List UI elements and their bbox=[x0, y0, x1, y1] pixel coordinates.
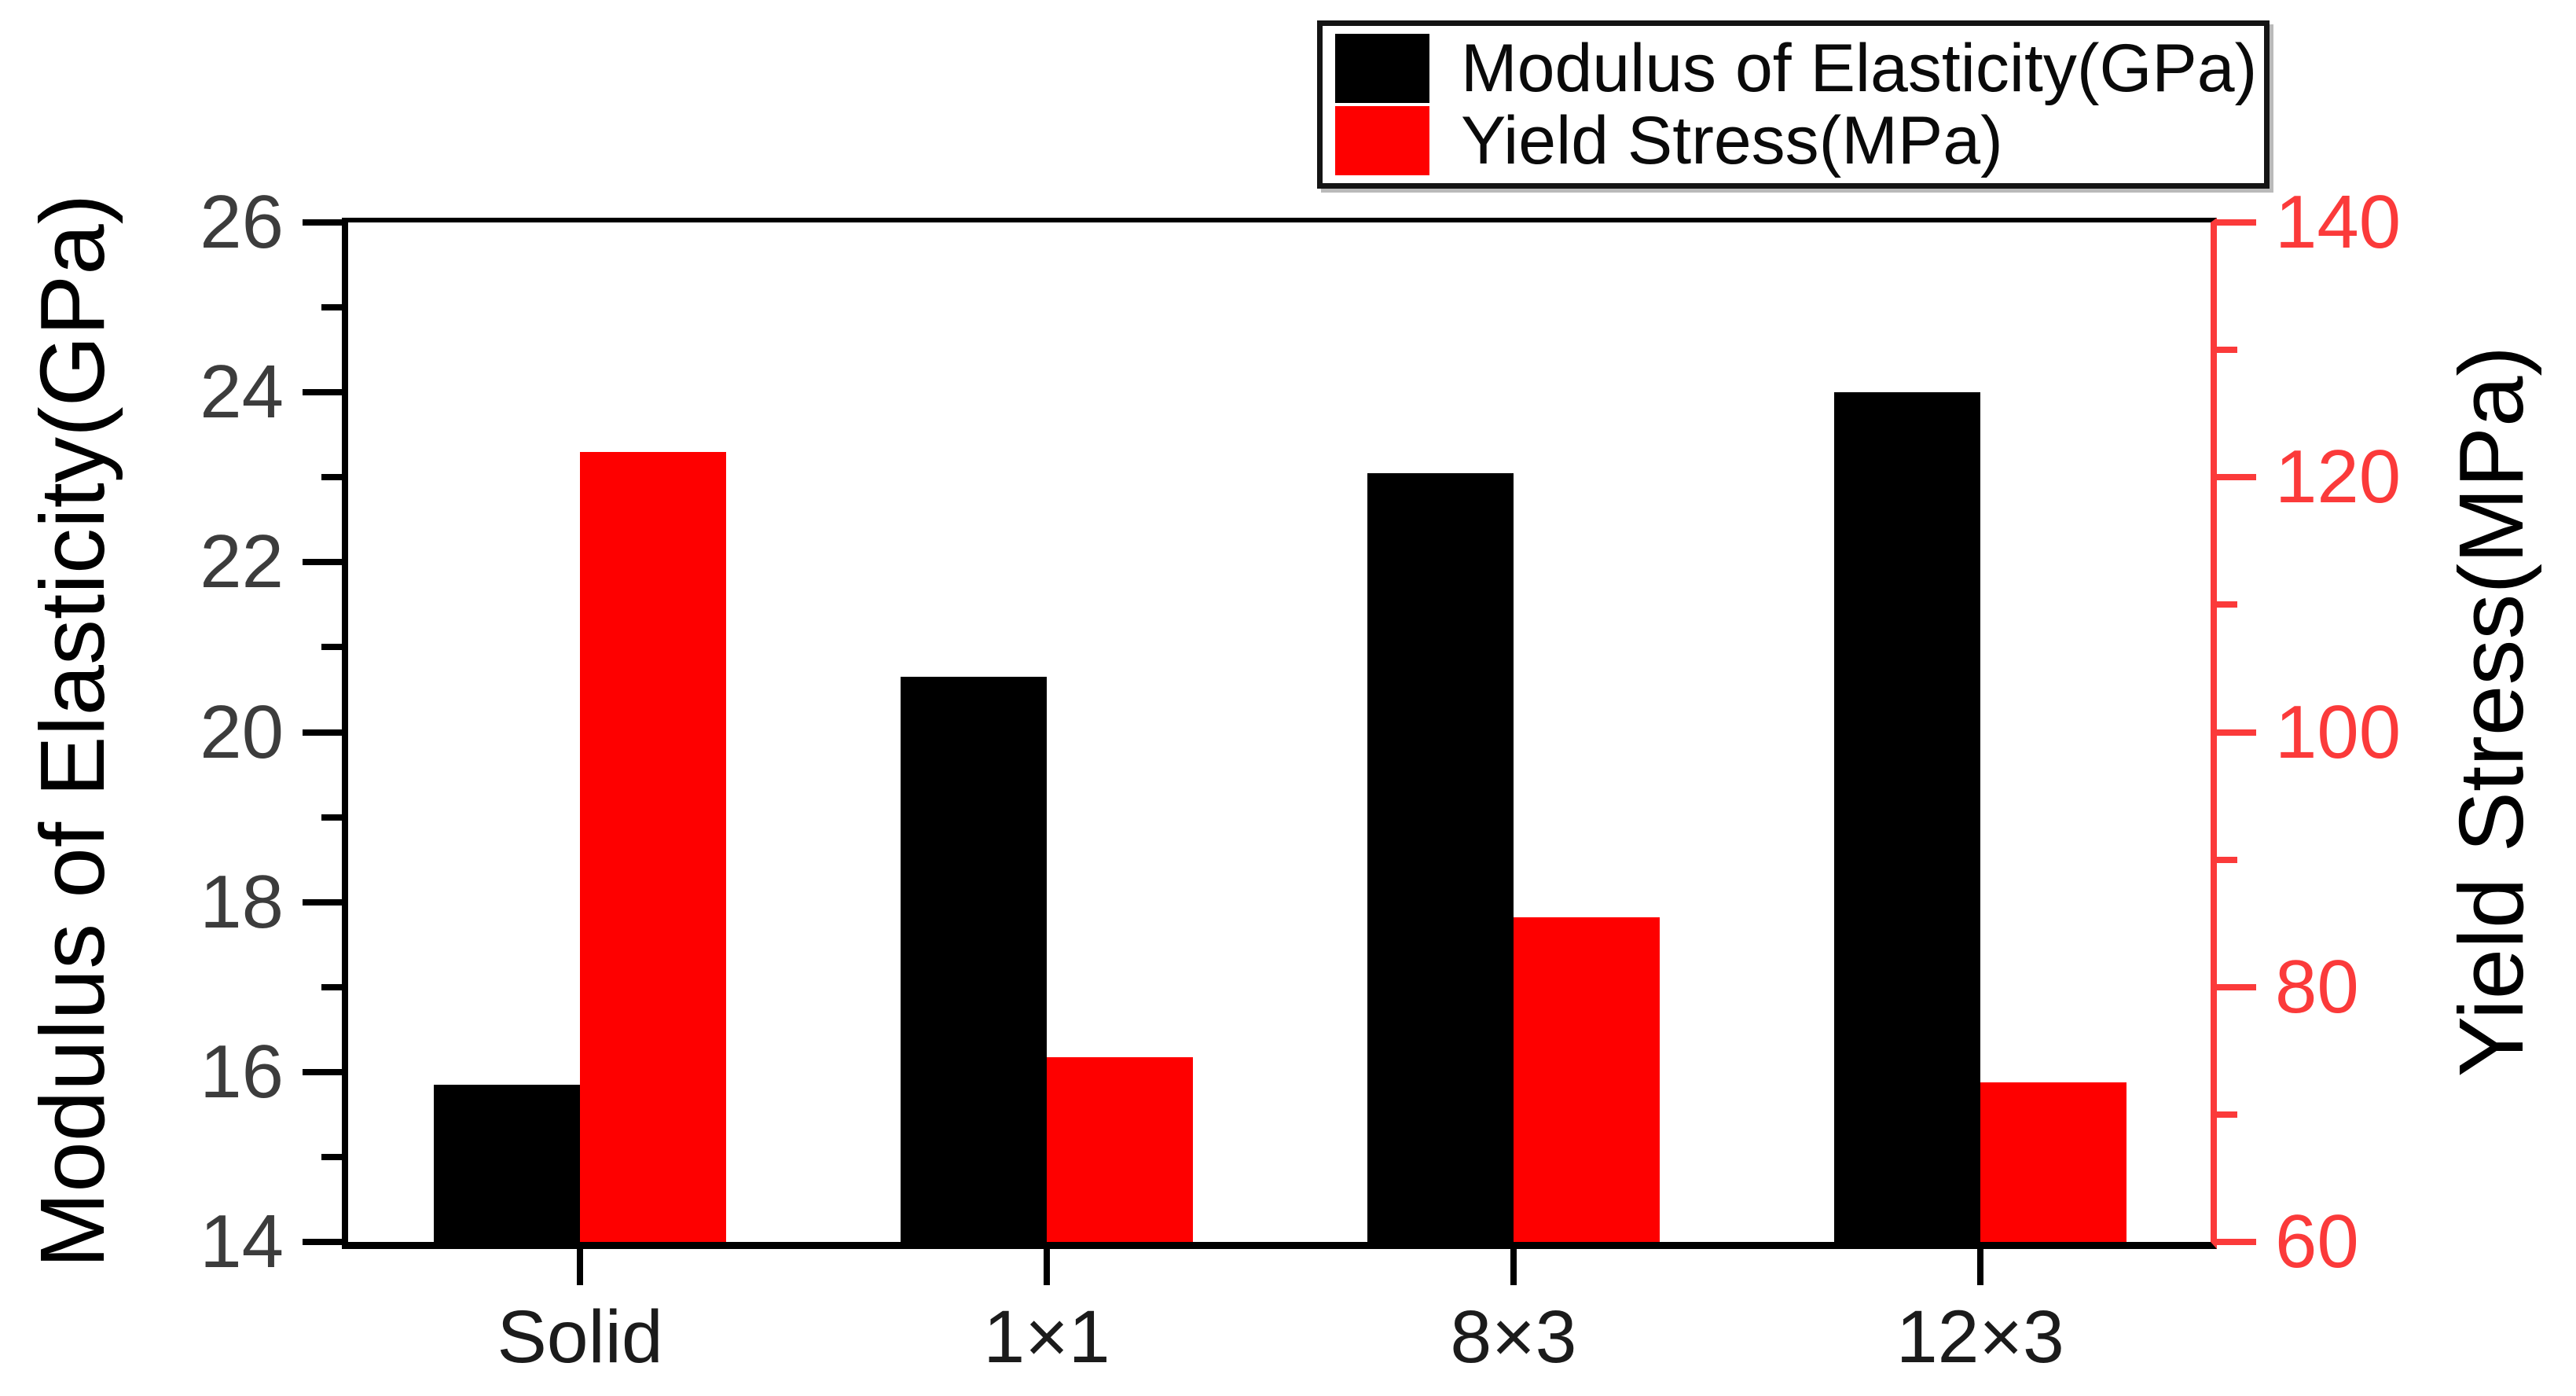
x-axis-tick bbox=[1043, 1249, 1050, 1285]
right-axis-tick bbox=[2217, 1111, 2237, 1118]
left-axis-tick-label: 24 bbox=[200, 350, 284, 435]
left-axis-tick bbox=[303, 559, 342, 566]
bar-yield bbox=[1046, 1056, 1194, 1242]
bar-modulus bbox=[900, 677, 1047, 1242]
left-axis-tick-label: 20 bbox=[200, 689, 284, 774]
left-axis-tick bbox=[303, 1068, 342, 1075]
legend-item-yield: Yield Stress(MPa) bbox=[1335, 106, 2256, 175]
x-axis-category-label: 1×1 bbox=[983, 1295, 1110, 1379]
right-axis-tick bbox=[2217, 1239, 2256, 1245]
bar-modulus bbox=[434, 1085, 581, 1242]
left-axis-title: Modulus of Elasticity(GPa) bbox=[21, 193, 123, 1269]
left-axis-tick-label: 22 bbox=[200, 520, 284, 604]
left-axis-tick-label: 18 bbox=[200, 859, 284, 944]
right-axis-tick bbox=[2217, 219, 2256, 226]
right-axis-title: Yield Stress(MPa) bbox=[2440, 345, 2542, 1078]
left-axis-tick bbox=[321, 474, 342, 481]
left-axis-tick bbox=[321, 304, 342, 311]
bar-modulus bbox=[1367, 472, 1514, 1242]
left-axis-tick-label: 14 bbox=[200, 1199, 284, 1284]
left-axis-tick bbox=[303, 1239, 342, 1245]
legend-item-modulus: Modulus of Elasticity(GPa) bbox=[1335, 31, 2258, 106]
modulus-series-swatch bbox=[1335, 34, 1429, 103]
left-axis-tick bbox=[303, 729, 342, 736]
right-axis-tick-label: 80 bbox=[2275, 944, 2359, 1029]
x-axis-category-label: Solid bbox=[497, 1295, 663, 1379]
right-axis-tick-label: 60 bbox=[2275, 1199, 2359, 1284]
right-axis-tick-label: 100 bbox=[2275, 689, 2402, 774]
right-axis-tick bbox=[2217, 601, 2237, 608]
right-axis-tick bbox=[2217, 347, 2237, 354]
yield-series-swatch bbox=[1335, 106, 1429, 175]
right-axis-tick bbox=[2217, 729, 2256, 736]
right-axis-tick bbox=[2217, 983, 2256, 990]
right-axis-tick-label: 120 bbox=[2275, 435, 2402, 520]
plot-area: 14 16 18 20 22 24 26 60 80 100 120 140 Solid 1×1 8×3 12… bbox=[200, 185, 2401, 1375]
bar-yield bbox=[1513, 917, 1660, 1242]
left-axis-tick-label: 16 bbox=[200, 1029, 284, 1114]
left-axis-tick bbox=[321, 644, 342, 651]
left-axis-tick bbox=[321, 1153, 342, 1160]
x-axis-tick bbox=[577, 1249, 584, 1285]
right-axis-tick bbox=[2217, 474, 2256, 481]
left-axis-tick bbox=[303, 219, 342, 226]
x-axis-tick bbox=[1510, 1249, 1517, 1285]
left-axis-tick bbox=[303, 389, 342, 396]
x-axis-category-label: 12×3 bbox=[1895, 1295, 2064, 1379]
x-axis-category-label: 8×3 bbox=[1450, 1295, 1577, 1379]
legend-label-modulus: Modulus of Elasticity(GPa) bbox=[1461, 31, 2258, 106]
left-axis-tick-label: 26 bbox=[200, 180, 284, 264]
bar-yield bbox=[1980, 1082, 2126, 1242]
right-axis-tick-label: 140 bbox=[2275, 180, 2402, 264]
left-axis-tick bbox=[303, 898, 342, 906]
bar-yield bbox=[580, 451, 727, 1242]
right-axis-tick bbox=[2217, 856, 2237, 863]
bar-modulus bbox=[1833, 392, 1980, 1242]
x-axis-tick bbox=[1976, 1249, 1983, 1285]
left-axis-tick bbox=[321, 983, 342, 990]
legend-label-yield: Yield Stress(MPa) bbox=[1461, 103, 2003, 178]
legend: Modulus of Elasticity(GPa) Yield Stress(… bbox=[1317, 20, 2270, 189]
left-axis-tick bbox=[321, 814, 342, 821]
